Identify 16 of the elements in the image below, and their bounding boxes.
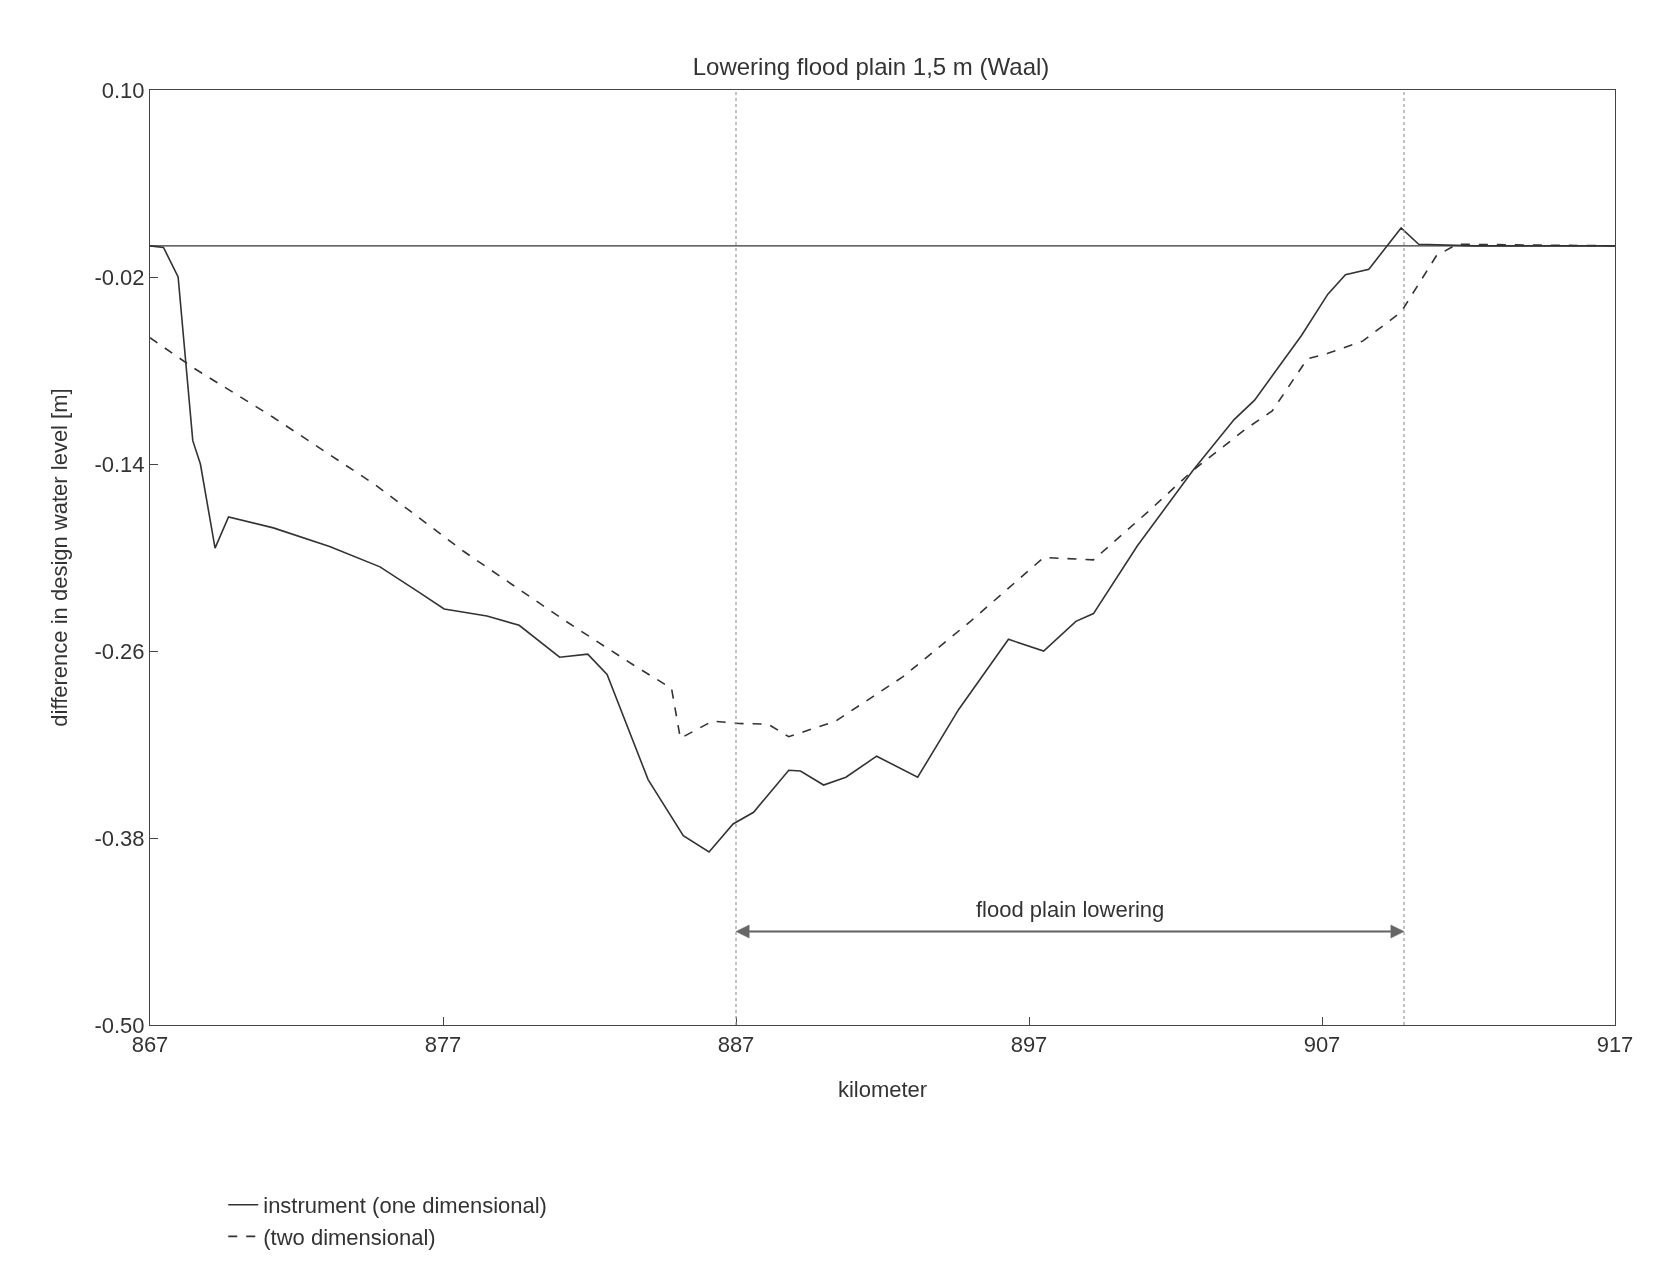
x-tick-label: 897 (1010, 1032, 1048, 1058)
legend-label: instrument (one dimensional) (263, 1193, 547, 1219)
x-tick-label: 887 (717, 1032, 755, 1058)
annotation: flood plain lowering (976, 897, 1165, 922)
x-tick-label: 877 (424, 1032, 462, 1058)
chart-title: Lowering flood plain 1,5 m (Waal) (692, 52, 1050, 80)
y-tick-label: 0.10 (101, 77, 145, 103)
x-tick-label: 907 (1303, 1032, 1341, 1058)
y-tick-label: -0.26 (94, 638, 145, 664)
y-tick-label: -0.02 (94, 264, 145, 290)
y-tick-label: -0.14 (94, 451, 145, 477)
y-tick-label: -0.38 (94, 825, 145, 851)
y-axis-title: difference in design water level [m] (47, 388, 73, 727)
legend-label: (two dimensional) (263, 1224, 436, 1250)
x-axis-title: kilometer (837, 1077, 928, 1103)
x-tick-label: 917 (1596, 1032, 1634, 1058)
